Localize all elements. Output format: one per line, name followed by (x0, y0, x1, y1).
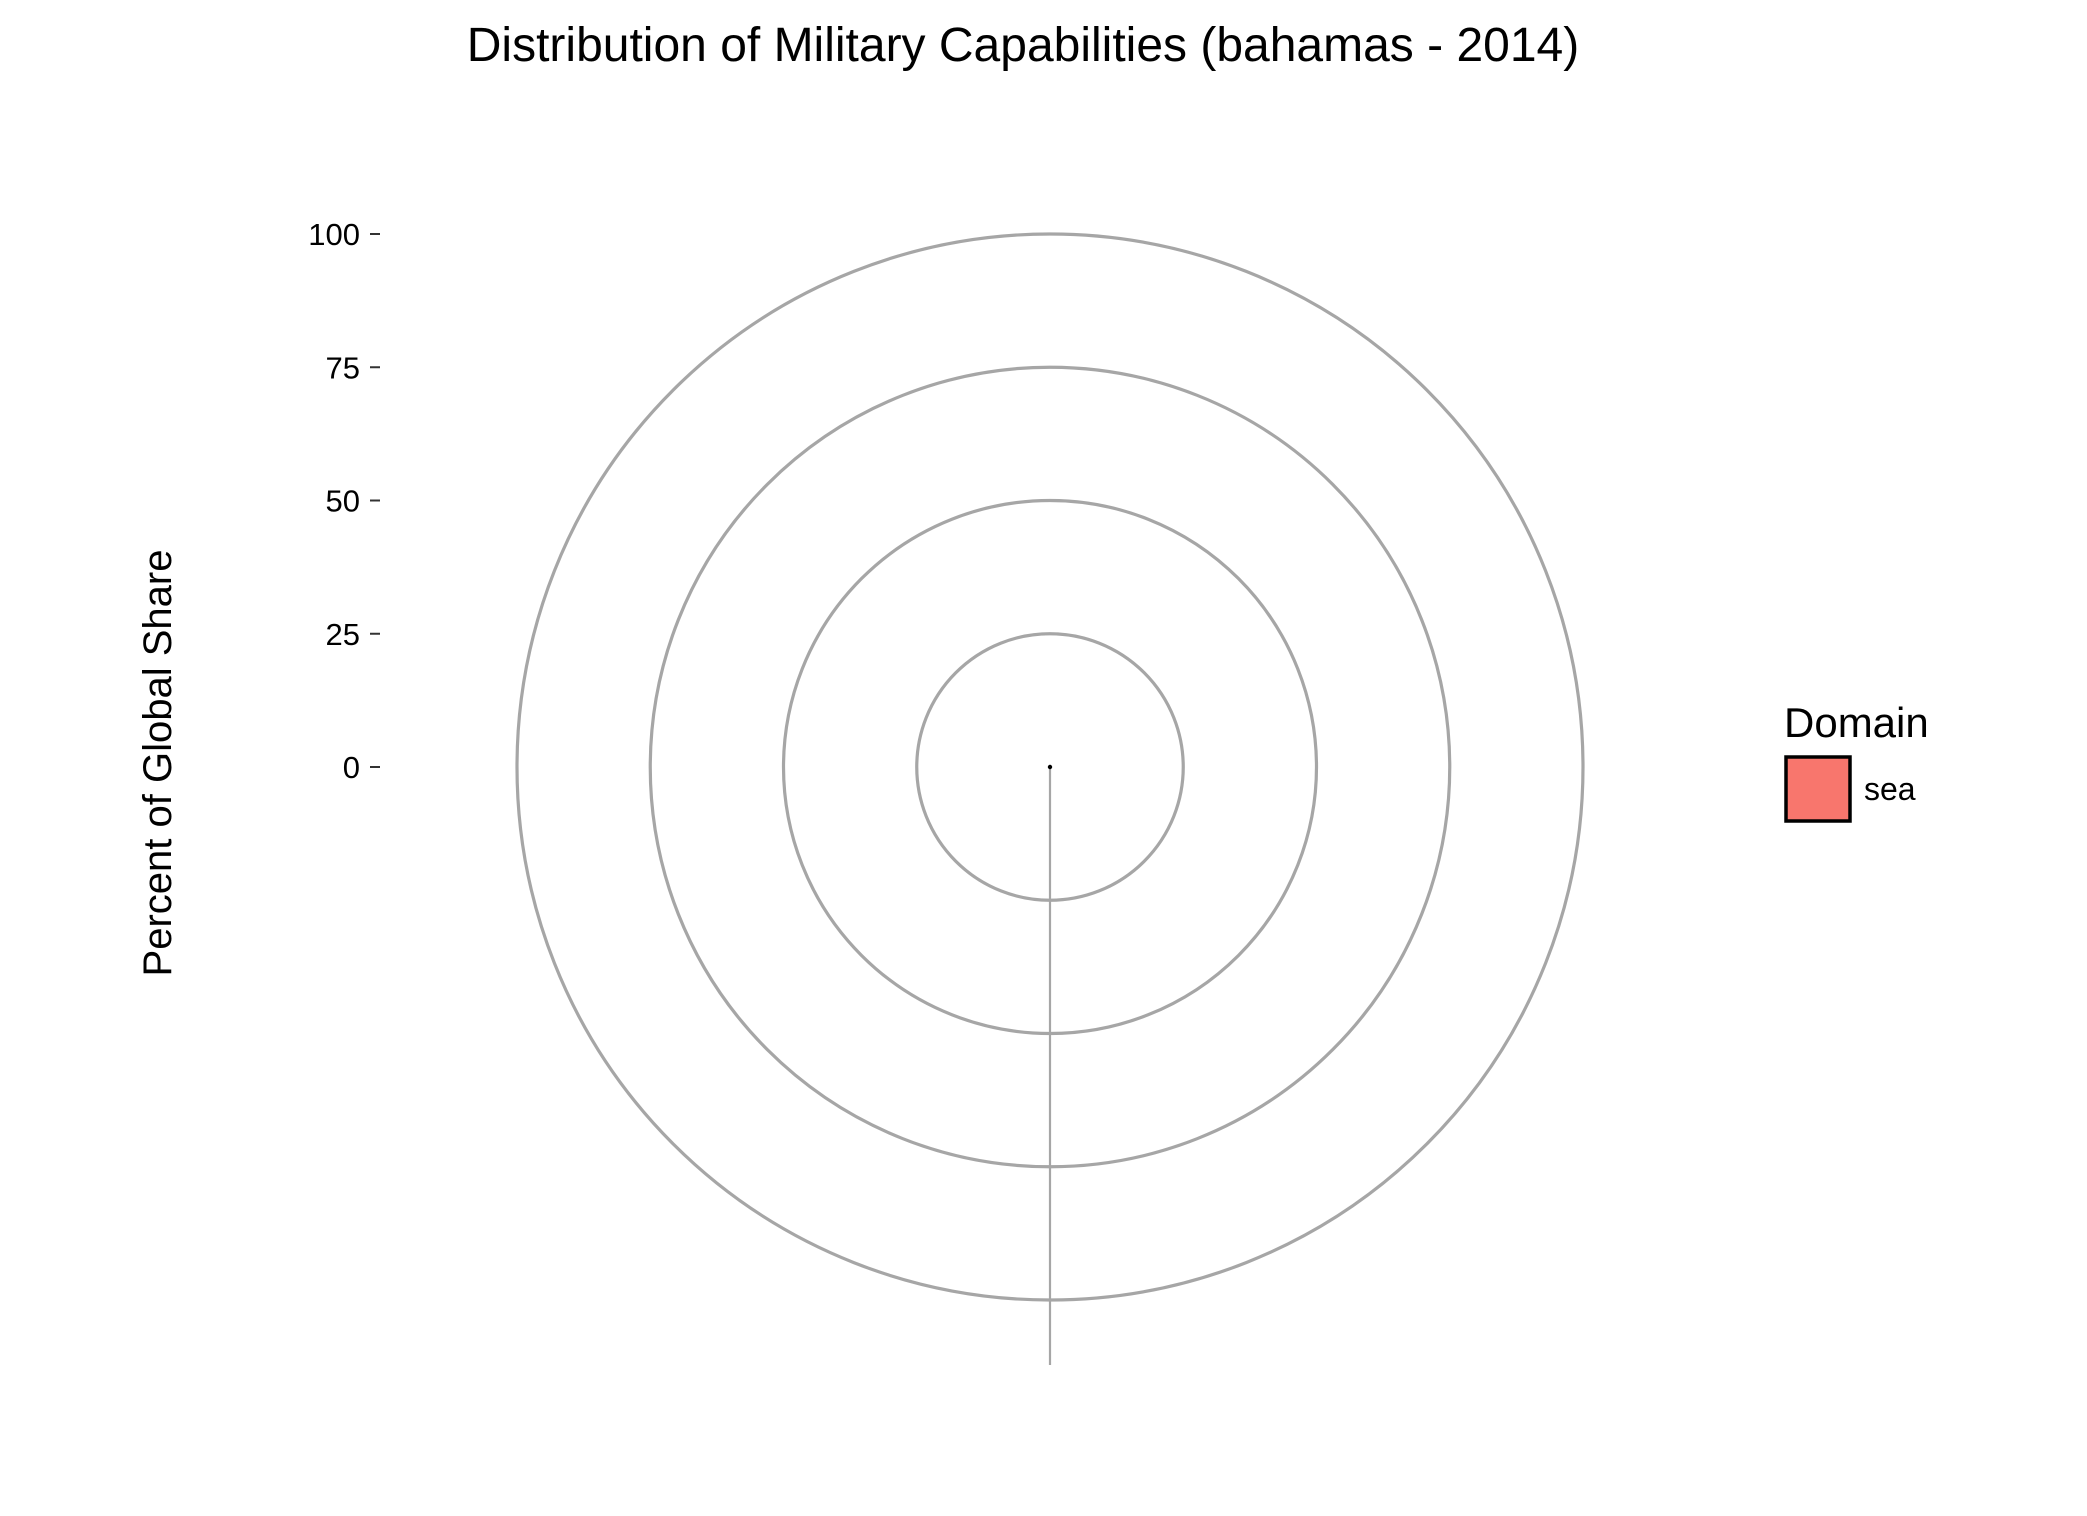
data-marks (1047, 764, 1053, 770)
legend-entries: sea (1784, 755, 1916, 823)
chart-title: Distribution of Military Capabilities (b… (467, 19, 1579, 72)
y-tick-label-100: 100 (308, 217, 360, 252)
legend-title: Domain (1784, 699, 1929, 746)
polar-grid (515, 232, 1585, 1365)
legend-swatch-sea (1784, 755, 1852, 823)
y-tick-label-0: 0 (343, 750, 360, 785)
y-tick-label-50: 50 (326, 484, 360, 519)
y-tick-label-75: 75 (326, 350, 360, 385)
y-axis-ticks: 0 25 50 75 100 (308, 217, 380, 785)
y-axis-label: Percent of Global Share (136, 550, 180, 977)
y-tick-label-25: 25 (326, 617, 360, 652)
legend-label-sea: sea (1864, 771, 1916, 807)
data-mark-sea (1047, 764, 1053, 770)
legend: Domain sea (1784, 699, 1929, 823)
